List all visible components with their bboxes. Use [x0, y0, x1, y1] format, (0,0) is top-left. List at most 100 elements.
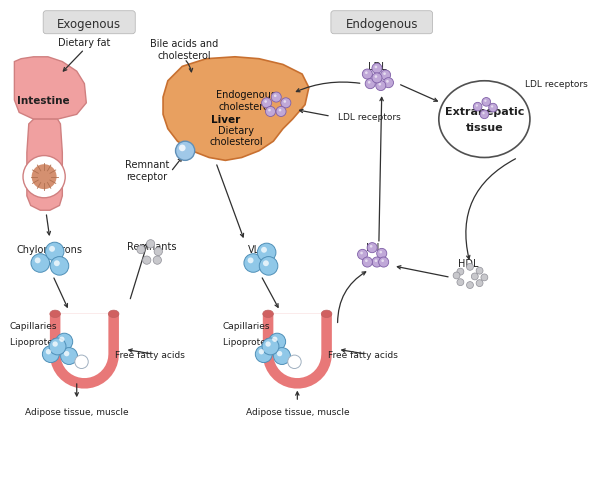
Circle shape — [42, 346, 60, 363]
Circle shape — [274, 348, 290, 365]
Circle shape — [288, 355, 301, 369]
Circle shape — [381, 260, 384, 263]
Text: IDL: IDL — [366, 242, 382, 252]
Circle shape — [276, 107, 286, 117]
Circle shape — [263, 261, 269, 266]
Ellipse shape — [321, 311, 332, 318]
Circle shape — [259, 257, 278, 276]
Circle shape — [244, 254, 262, 273]
Circle shape — [265, 107, 275, 117]
Circle shape — [481, 275, 488, 281]
Circle shape — [272, 337, 277, 342]
Circle shape — [179, 145, 186, 152]
Polygon shape — [50, 314, 119, 389]
Circle shape — [264, 101, 267, 104]
Circle shape — [491, 106, 493, 108]
Circle shape — [50, 257, 69, 276]
Text: Dietary
cholesterol: Dietary cholesterol — [209, 125, 263, 147]
Text: Lipoprotein lipase: Lipoprotein lipase — [223, 337, 303, 347]
Circle shape — [383, 73, 386, 76]
Circle shape — [375, 76, 377, 79]
Ellipse shape — [108, 311, 119, 318]
Text: HDL: HDL — [458, 258, 478, 268]
Circle shape — [153, 256, 161, 264]
Circle shape — [480, 111, 488, 120]
Ellipse shape — [439, 82, 530, 158]
Circle shape — [360, 252, 363, 255]
Text: Remnant
receptor: Remnant receptor — [124, 160, 169, 181]
Circle shape — [362, 70, 372, 80]
Text: Free fatty acids: Free fatty acids — [328, 350, 398, 359]
Circle shape — [365, 79, 375, 89]
Circle shape — [375, 260, 377, 263]
Circle shape — [59, 337, 64, 342]
Circle shape — [471, 274, 478, 280]
Text: Endogenous: Endogenous — [346, 18, 418, 31]
Text: LDL receptors: LDL receptors — [525, 80, 587, 89]
Circle shape — [281, 98, 291, 108]
Polygon shape — [14, 58, 86, 120]
Circle shape — [378, 257, 389, 267]
Circle shape — [380, 251, 382, 254]
Circle shape — [54, 261, 60, 266]
Circle shape — [248, 258, 253, 264]
Circle shape — [488, 104, 497, 113]
Circle shape — [64, 351, 70, 357]
Circle shape — [370, 245, 372, 248]
Circle shape — [278, 109, 281, 112]
Text: LDL receptors: LDL receptors — [337, 112, 400, 121]
Text: Lipoprotein lipase: Lipoprotein lipase — [10, 337, 90, 347]
Text: Capillaries: Capillaries — [223, 321, 270, 330]
Circle shape — [372, 64, 382, 74]
Text: Adipose tissue, muscle: Adipose tissue, muscle — [25, 408, 129, 416]
Text: Dietary fat: Dietary fat — [58, 38, 111, 48]
Circle shape — [283, 101, 286, 104]
Circle shape — [476, 268, 483, 275]
Circle shape — [365, 72, 368, 75]
Text: Endogenous
cholesterol: Endogenous cholesterol — [216, 90, 276, 111]
Polygon shape — [27, 120, 62, 211]
Circle shape — [46, 349, 51, 355]
Circle shape — [259, 349, 264, 355]
Circle shape — [368, 82, 371, 84]
Circle shape — [258, 244, 276, 262]
Text: VLDL: VLDL — [248, 244, 274, 254]
Circle shape — [262, 98, 272, 108]
Circle shape — [362, 257, 372, 267]
Circle shape — [35, 258, 40, 264]
Circle shape — [358, 250, 368, 260]
Ellipse shape — [50, 311, 61, 318]
Text: Extrahepatic: Extrahepatic — [444, 107, 524, 117]
Text: LDL: LDL — [368, 62, 386, 72]
Circle shape — [261, 247, 267, 253]
Text: Adipose tissue, muscle: Adipose tissue, muscle — [246, 408, 349, 416]
Circle shape — [367, 243, 377, 253]
Circle shape — [176, 142, 195, 161]
Text: Chylomicrons: Chylomicrons — [17, 244, 83, 254]
Circle shape — [49, 246, 55, 252]
Circle shape — [383, 78, 393, 88]
Circle shape — [453, 273, 460, 279]
Text: Remnants: Remnants — [127, 241, 176, 251]
Circle shape — [476, 280, 483, 287]
Text: Capillaries: Capillaries — [10, 321, 57, 330]
Circle shape — [475, 105, 478, 108]
Text: Intestine: Intestine — [17, 96, 70, 106]
Circle shape — [372, 257, 382, 267]
FancyBboxPatch shape — [331, 12, 433, 35]
Ellipse shape — [263, 311, 273, 318]
Circle shape — [377, 249, 387, 259]
Circle shape — [143, 256, 151, 264]
Circle shape — [483, 113, 485, 115]
Circle shape — [484, 100, 487, 103]
Circle shape — [23, 156, 65, 198]
Circle shape — [45, 243, 64, 261]
Text: tissue: tissue — [465, 122, 503, 132]
Circle shape — [271, 93, 281, 103]
Circle shape — [375, 66, 377, 69]
Circle shape — [49, 338, 66, 355]
Circle shape — [378, 84, 381, 86]
Circle shape — [255, 346, 272, 363]
Circle shape — [32, 165, 57, 190]
Circle shape — [268, 109, 271, 112]
